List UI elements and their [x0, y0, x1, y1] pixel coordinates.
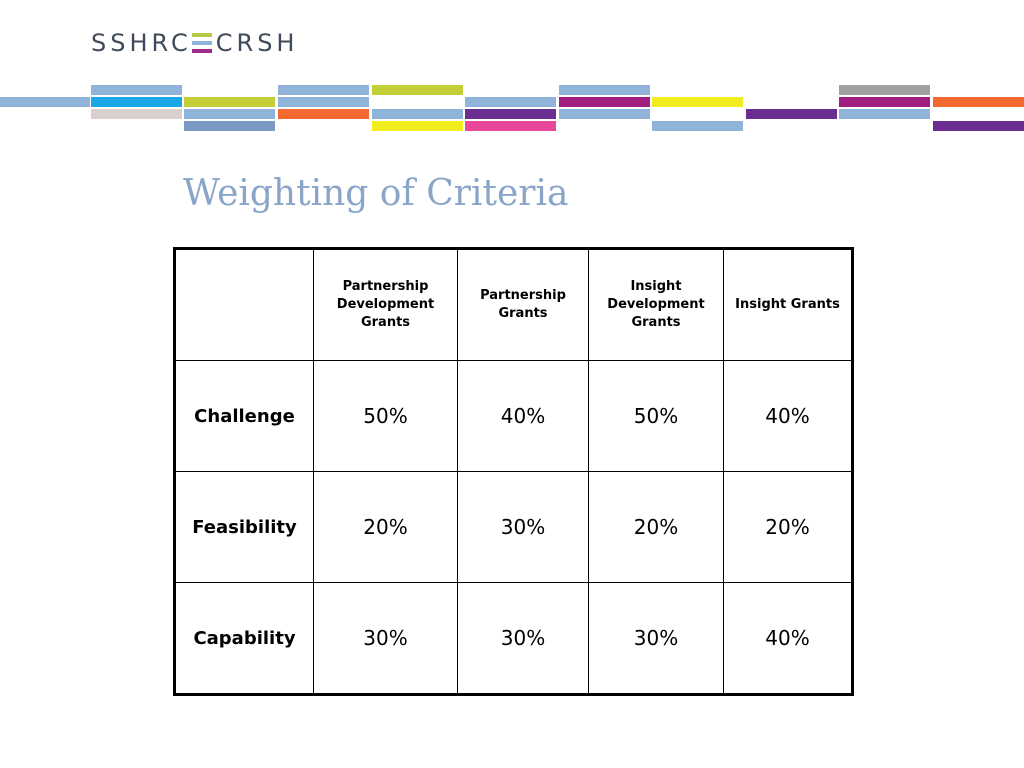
logo-mark-bar — [191, 33, 212, 37]
table-cell: 20% — [588, 471, 724, 583]
logo-text-crsh: CRSH — [215, 29, 299, 57]
table-cell: 30% — [457, 471, 589, 583]
table-cell: 30% — [588, 582, 724, 695]
decorative-stripe-band — [0, 84, 1024, 134]
stripe-bar — [278, 97, 369, 107]
table-cell: 20% — [313, 471, 458, 583]
table-row-challenge: Challenge 50% 40% 50% 40% — [174, 360, 853, 472]
table-cell: 30% — [313, 582, 458, 695]
logo-text-sshrc: SSHRC — [91, 29, 192, 57]
table-cell: 40% — [723, 360, 853, 472]
logo-mark-bar — [191, 41, 212, 45]
logo-mark-bar — [191, 49, 212, 53]
table-cell: 50% — [313, 360, 458, 472]
stripe-bar — [559, 97, 650, 107]
stripe-bar — [91, 109, 182, 119]
stripe-bar — [933, 121, 1024, 131]
table-row-feasibility: Feasibility 20% 30% 20% 20% — [174, 471, 853, 583]
stripe-bar — [278, 109, 369, 119]
stripe-bar — [184, 97, 275, 107]
stripe-bar — [91, 97, 182, 107]
table-cell: 30% — [457, 582, 589, 695]
stripe-bar — [184, 121, 275, 131]
logo-mark-icon — [191, 33, 212, 53]
criteria-weighting-table: Partnership Development Grants Partnersh… — [173, 247, 854, 696]
sshrc-crsh-logo: SSHRC CRSH — [91, 28, 298, 58]
row-label-capability: Capability — [174, 582, 314, 695]
stripe-bar — [465, 97, 556, 107]
column-header-partnership-development-grants: Partnership Development Grants — [313, 248, 458, 361]
table-corner-cell — [174, 248, 314, 361]
slide-title: Weighting of Criteria — [183, 173, 569, 214]
table-row-capability: Capability 30% 30% 30% 40% — [174, 582, 853, 695]
stripe-bar — [372, 85, 463, 95]
stripe-bar — [652, 97, 743, 107]
table-cell: 40% — [723, 582, 853, 695]
stripe-bar — [559, 85, 650, 95]
table-cell: 40% — [457, 360, 589, 472]
row-label-feasibility: Feasibility — [174, 471, 314, 583]
stripe-bar — [91, 85, 182, 95]
column-header-insight-development-grants: Insight Development Grants — [588, 248, 724, 361]
stripe-bar — [839, 97, 930, 107]
stripe-bar — [184, 109, 275, 119]
stripe-bar — [465, 109, 556, 119]
stripe-bar — [933, 97, 1024, 107]
row-label-challenge: Challenge — [174, 360, 314, 472]
stripe-bar — [372, 109, 463, 119]
stripe-bar — [652, 121, 743, 131]
stripe-bar — [839, 85, 930, 95]
column-header-partnership-grants: Partnership Grants — [457, 248, 589, 361]
stripe-bar — [465, 121, 556, 131]
stripe-bar — [746, 109, 837, 119]
table-cell: 20% — [723, 471, 853, 583]
table-header-row: Partnership Development Grants Partnersh… — [174, 248, 853, 361]
stripe-bar — [278, 85, 369, 95]
table-cell: 50% — [588, 360, 724, 472]
stripe-bar — [0, 97, 90, 107]
column-header-insight-grants: Insight Grants — [723, 248, 853, 361]
stripe-bar — [372, 121, 463, 131]
stripe-bar — [559, 109, 650, 119]
stripe-bar — [839, 109, 930, 119]
